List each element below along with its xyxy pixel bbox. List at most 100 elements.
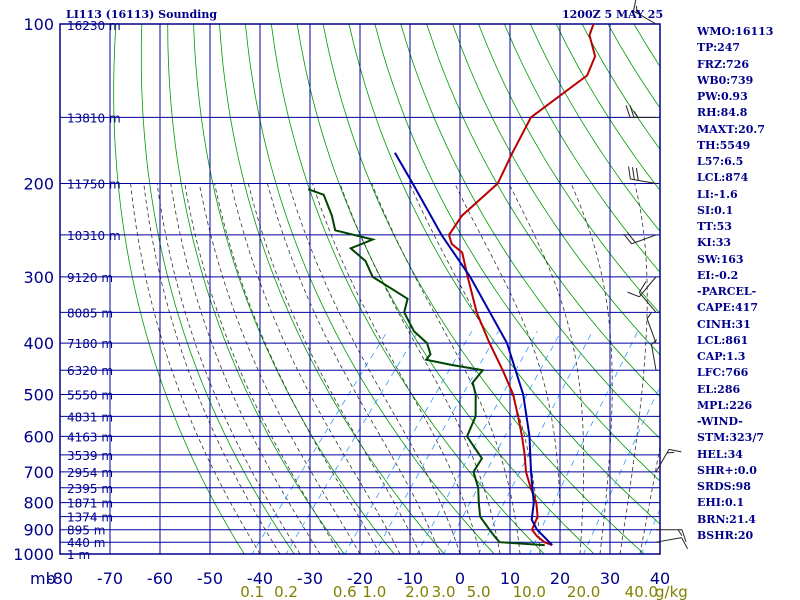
dewpoint-profile xyxy=(307,188,545,547)
height-label: 1 m xyxy=(67,548,90,562)
mixing-ratio-line xyxy=(416,331,538,554)
pressure-tick-label: 100 xyxy=(23,15,54,34)
index-item: LCL:861 xyxy=(697,333,749,347)
mixing-ratio-label: 40.0 xyxy=(625,583,658,600)
index-item: CAP:1.3 xyxy=(697,350,746,363)
wind-barb xyxy=(638,281,657,313)
index-item: MAXT:20.7 xyxy=(697,122,765,136)
index-item: -WIND- xyxy=(697,415,743,428)
temperature-tick-label: 10 xyxy=(500,569,520,588)
height-label: 4831 m xyxy=(67,410,113,424)
index-item: LI:-1.6 xyxy=(697,187,738,201)
wind-barb xyxy=(646,312,657,344)
plot-frame xyxy=(59,23,661,555)
height-label: 2395 m xyxy=(67,482,113,496)
index-item: RH:84.8 xyxy=(697,106,748,120)
dry-adiabat xyxy=(270,24,545,554)
dry-adiabat xyxy=(771,0,800,565)
wind-barb xyxy=(656,529,687,542)
pressure-tick-label: 700 xyxy=(23,463,54,482)
index-item: TH:5549 xyxy=(697,138,751,152)
index-item: SHR+:0.0 xyxy=(697,463,757,477)
height-label: 11750 m xyxy=(67,178,121,192)
mixing-ratio-label: 0.2 xyxy=(274,583,298,600)
wind-barb xyxy=(632,0,657,25)
mixing-ratio-label: 1.0 xyxy=(362,583,386,600)
index-item: CINH:31 xyxy=(697,317,751,331)
index-item: TT:53 xyxy=(697,220,732,233)
index-item: LCL:874 xyxy=(697,171,749,185)
height-label: 440 m xyxy=(67,536,105,550)
temperature-tick-label: -60 xyxy=(147,569,173,588)
mixing-ratio-line xyxy=(285,331,419,554)
date-title: 1200Z 5 MAY 25 xyxy=(562,8,664,21)
height-label: 9120 m xyxy=(67,271,113,285)
pressure-tick-label: 1000 xyxy=(13,545,54,564)
mixing-ratio-label: 10.0 xyxy=(513,583,546,600)
height-label: 8085 m xyxy=(67,306,113,320)
moist-adiabat xyxy=(508,183,585,554)
pressure-tick-label: 900 xyxy=(23,521,54,540)
index-item: L57:6.5 xyxy=(697,155,744,168)
moist-adiabat xyxy=(247,183,421,554)
height-label: 10310 m xyxy=(67,229,121,243)
mixing-ratio-label: 0.1 xyxy=(240,583,264,600)
mixing-ratio-label: 3.0 xyxy=(432,583,456,600)
index-item: FRZ:726 xyxy=(697,57,750,71)
index-item: BRN:21.4 xyxy=(697,512,756,526)
dry-adiabat xyxy=(140,24,295,554)
temperature-tick-label: -40 xyxy=(247,569,273,588)
height-label: 3539 m xyxy=(67,449,113,463)
mixing-ratio-line xyxy=(373,331,499,554)
temperature-tick-label: 40 xyxy=(650,569,670,588)
height-label: 4163 m xyxy=(67,430,113,444)
pressure-tick-label: 200 xyxy=(23,175,54,194)
temperature-tick-label: 30 xyxy=(600,569,620,588)
station-title: LI113 (16113) Sounding xyxy=(66,8,218,21)
index-item: WMO:16113 xyxy=(697,25,774,38)
index-item: HEL:34 xyxy=(697,447,743,461)
pressure-tick-label: 800 xyxy=(23,494,54,513)
temperature-tick-label: -20 xyxy=(347,569,373,588)
index-item: BSHR:20 xyxy=(697,528,754,542)
temperature-profile xyxy=(447,24,597,547)
height-label: 7180 m xyxy=(67,337,113,351)
dry-adiabat xyxy=(244,24,495,554)
dry-adiabat xyxy=(796,0,800,565)
index-item: SRDS:98 xyxy=(697,480,751,493)
index-item: PW:0.93 xyxy=(697,90,748,103)
dry-adiabat xyxy=(322,24,645,554)
temperature-tick-label: -70 xyxy=(97,569,123,588)
wind-barb xyxy=(627,276,657,298)
index-item: EI:-0.2 xyxy=(697,268,739,282)
mixing-ratio-line xyxy=(640,507,660,554)
mixing-ratio-line xyxy=(443,331,562,554)
height-label: 1871 m xyxy=(67,497,113,511)
pressure-tick-label: 600 xyxy=(23,427,54,446)
index-item: EHI:0.1 xyxy=(697,496,745,510)
mixing-ratio-line xyxy=(344,331,473,554)
moist-adiabat xyxy=(130,183,261,554)
index-item: TP:247 xyxy=(697,41,741,55)
height-label: 5550 m xyxy=(67,388,113,402)
mixing-ratio-line xyxy=(583,385,660,554)
pressure-tick-label: 500 xyxy=(23,385,54,404)
height-label: 1374 m xyxy=(67,511,113,525)
index-item: WB0:739 xyxy=(697,73,754,87)
wind-barb xyxy=(655,448,682,473)
dry-adiabat xyxy=(113,24,245,554)
index-item: STM:323/7 xyxy=(697,431,764,445)
temperature-tick-label: 20 xyxy=(550,569,570,588)
mixing-ratio-label: 5.0 xyxy=(467,583,491,600)
temperature-tick-label: -80 xyxy=(47,569,73,588)
mixing-ratio-label: 20.0 xyxy=(567,583,600,600)
moist-adiabat xyxy=(639,444,660,554)
index-item: SI:0.1 xyxy=(697,203,734,217)
index-item: EL:286 xyxy=(697,382,741,396)
height-label: 895 m xyxy=(67,524,105,538)
height-label: 16230 m xyxy=(67,19,121,33)
wind-barb xyxy=(628,166,657,185)
index-item: CAPE:417 xyxy=(697,301,758,315)
temperature-tick-label: -50 xyxy=(197,569,223,588)
mixing-ratio-line xyxy=(251,331,388,554)
